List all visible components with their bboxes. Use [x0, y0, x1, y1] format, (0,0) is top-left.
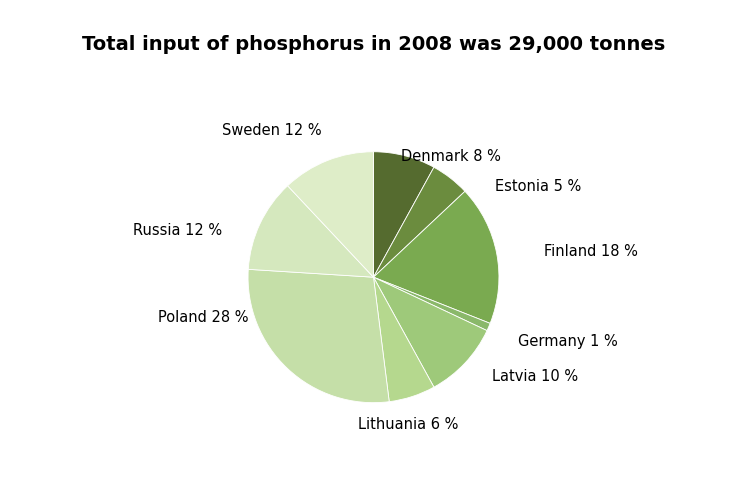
Text: Germany 1 %: Germany 1 %	[518, 334, 618, 349]
Wedge shape	[374, 277, 487, 387]
Wedge shape	[248, 269, 389, 402]
Text: Total input of phosphorus in 2008 was 29,000 tonnes: Total input of phosphorus in 2008 was 29…	[82, 35, 665, 53]
Wedge shape	[374, 277, 434, 401]
Wedge shape	[374, 277, 490, 331]
Text: Sweden 12 %: Sweden 12 %	[222, 123, 321, 138]
Wedge shape	[374, 152, 434, 277]
Text: Lithuania 6 %: Lithuania 6 %	[358, 417, 459, 432]
Wedge shape	[288, 152, 374, 277]
Wedge shape	[374, 192, 499, 323]
Wedge shape	[248, 186, 374, 277]
Text: Estonia 5 %: Estonia 5 %	[495, 179, 582, 194]
Text: Denmark 8 %: Denmark 8 %	[401, 149, 501, 164]
Text: Finland 18 %: Finland 18 %	[545, 244, 638, 258]
Text: Poland 28 %: Poland 28 %	[158, 310, 248, 325]
Wedge shape	[374, 167, 465, 277]
Text: Latvia 10 %: Latvia 10 %	[492, 369, 578, 384]
Text: Russia 12 %: Russia 12 %	[133, 223, 222, 238]
